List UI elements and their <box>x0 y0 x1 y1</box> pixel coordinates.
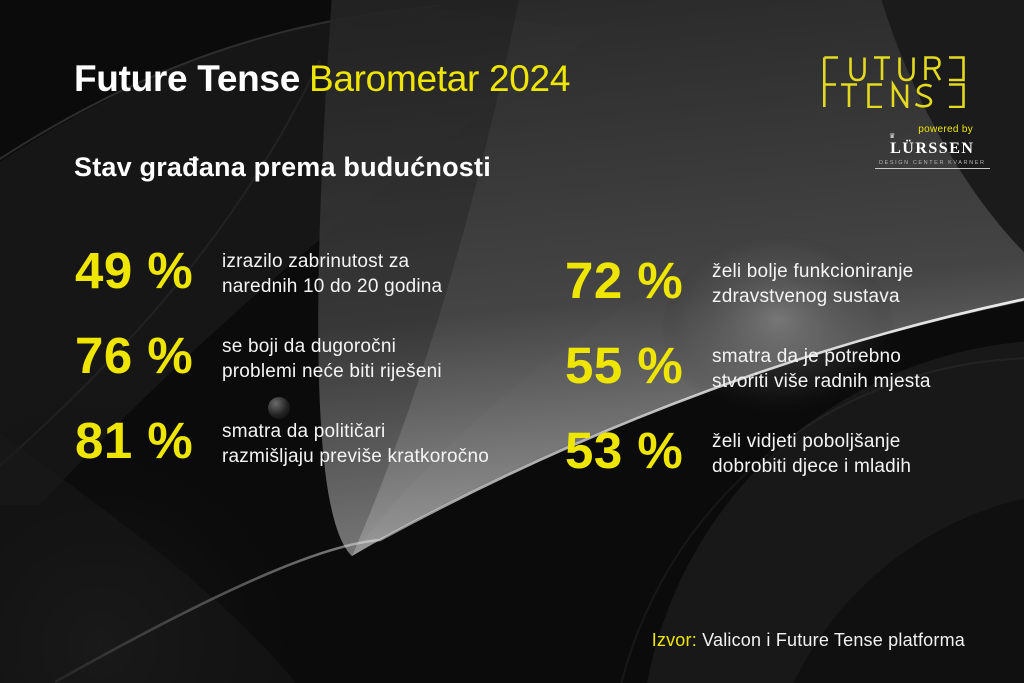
stats-column-right: 72 % želi bolje funkcioniranje zdravstve… <box>565 252 931 479</box>
stat-value: 49 % <box>75 242 194 299</box>
stat-description-line: stvoriti više radnih mjesta <box>712 371 931 392</box>
stat-value: 81 % <box>75 412 194 469</box>
stat-description-line: narednih 10 do 20 godina <box>222 276 443 297</box>
stat-description-line: se boji da dugoročni <box>222 336 397 357</box>
stat-value: 76 % <box>75 327 194 384</box>
partner-block: powered by ♛ LÜRSSEN DESIGN CENTER KVARN… <box>875 124 990 169</box>
page-title-accent: Barometar 2024 <box>308 58 571 99</box>
stat-description: izrazilo zabrinutost za narednih 10 do 2… <box>222 247 442 299</box>
stat-description: smatra da je potrebno stvoriti više radn… <box>712 342 931 394</box>
stats-column-left: 49 % izrazilo zabrinutost za narednih 10… <box>75 242 489 469</box>
subtitle: Stav građana prema budućnosti <box>74 152 491 182</box>
stat-item: 72 % želi bolje funkcioniranje zdravstve… <box>565 252 931 309</box>
stat-description-line: problemi neće biti riješeni <box>222 361 442 382</box>
stat-value: 53 % <box>565 422 684 479</box>
page-title: Future Tense Barometar 2024 <box>74 58 570 101</box>
stat-description-line: zdravstvenog sustava <box>712 286 900 307</box>
stat-description: se boji da dugoročni problemi neće biti … <box>222 332 442 384</box>
stat-item: 49 % izrazilo zabrinutost za narednih 10… <box>75 242 489 299</box>
source-text: Valicon i Future Tense platforma <box>696 630 965 650</box>
stat-description-line: smatra da političari <box>222 421 386 442</box>
source-line: Izvor: Valicon i Future Tense platforma <box>652 630 965 651</box>
partner-name: LÜRSSEN <box>890 140 975 157</box>
stat-description-line: razmišljaju previše kratkoročno <box>222 446 490 467</box>
future-tense-logo <box>823 56 965 108</box>
stat-description-line: želi vidjeti poboljšanje <box>712 431 901 452</box>
stat-description: smatra da političari razmišljaju previše… <box>222 417 489 469</box>
stat-description-line: smatra da je potrebno <box>712 346 902 367</box>
logo-f-glyph <box>823 56 838 107</box>
powered-by-label: powered by <box>918 124 973 135</box>
partner-logo: ♛ LÜRSSEN DESIGN CENTER KVARNER <box>875 133 990 169</box>
stat-item: 55 % smatra da je potrebno stvoriti više… <box>565 337 931 394</box>
stat-description-line: izrazilo zabrinutost za <box>222 251 410 272</box>
stat-item: 53 % želi vidjeti poboljšanje dobrobiti … <box>565 422 931 479</box>
source-label: Izvor: <box>651 630 697 650</box>
stat-description-line: želi bolje funkcioniranje <box>712 261 914 282</box>
stat-item: 76 % se boji da dugoročni problemi neće … <box>75 327 489 384</box>
stat-value: 72 % <box>565 252 684 309</box>
partner-subtitle: DESIGN CENTER KVARNER <box>879 160 986 166</box>
stat-description: želi vidjeti poboljšanje dobrobiti djece… <box>712 427 911 479</box>
stat-description-line: dobrobiti djece i mladih <box>712 456 912 477</box>
stat-item: 81 % smatra da političari razmišljaju pr… <box>75 412 489 469</box>
crown-icon: ♛ <box>889 133 896 140</box>
page-title-main: Future Tense <box>74 58 300 99</box>
stat-value: 55 % <box>565 337 684 394</box>
stat-description: želi bolje funkcioniranje zdravstvenog s… <box>712 257 913 309</box>
